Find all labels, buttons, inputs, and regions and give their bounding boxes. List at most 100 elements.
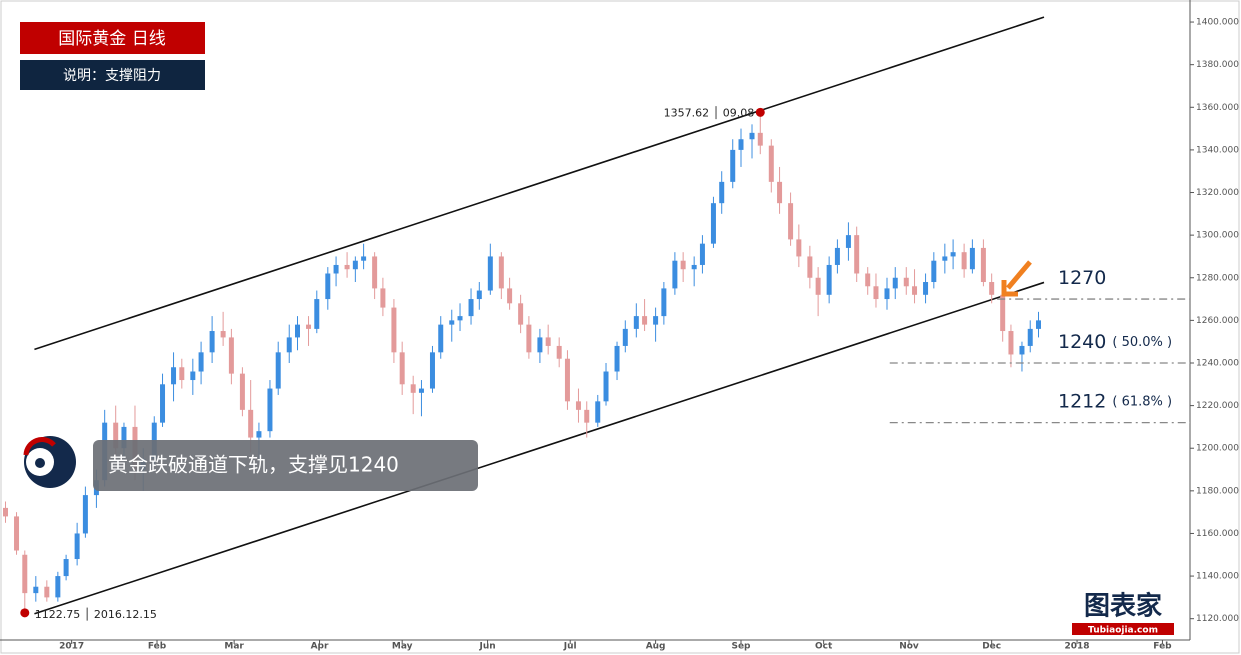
x-tick-label: Dec — [982, 642, 1001, 652]
point-marker — [20, 608, 30, 618]
candle-body — [961, 252, 967, 270]
candle-body — [796, 239, 802, 257]
candle-body — [719, 181, 725, 204]
candle-body — [653, 316, 659, 325]
candle-body — [275, 352, 281, 389]
level-label: 1270 — [1058, 267, 1106, 289]
y-tick-label: 1220.000 — [1196, 401, 1239, 411]
x-tick-label: Apr — [311, 642, 329, 652]
chart-title: 国际黄金 日线 — [58, 29, 165, 49]
subtitle-box — [20, 60, 205, 90]
y-tick-label: 1320.000 — [1196, 188, 1239, 198]
level-note: ( 61.8% ) — [1112, 394, 1172, 409]
channel-line — [34, 281, 1045, 615]
candle-body — [33, 586, 39, 594]
candle-body — [209, 331, 215, 353]
candle-body — [1019, 345, 1025, 355]
candle-body — [160, 384, 166, 423]
point-marker — [755, 107, 765, 117]
candle-body — [564, 358, 570, 402]
x-tick-label: Jul — [563, 642, 577, 652]
y-tick-label: 1300.000 — [1196, 231, 1239, 241]
y-tick-label: 1380.000 — [1196, 60, 1239, 70]
point-label: 1357.62 │ 09.08 — [664, 105, 755, 119]
candle-body — [82, 495, 88, 534]
candle-body — [575, 401, 581, 410]
candle-body — [807, 256, 813, 278]
candle-body — [518, 303, 524, 325]
candle-body — [239, 373, 245, 410]
candle-body — [438, 324, 444, 353]
candle-body — [768, 145, 774, 182]
candle-body — [980, 247, 986, 283]
chart-subtitle: 说明：支撑阻力 — [63, 68, 161, 84]
candle-body — [399, 352, 405, 385]
candle-body — [3, 507, 9, 517]
callout-box — [93, 440, 478, 491]
candle-body — [603, 371, 609, 402]
channel-line — [34, 16, 1045, 351]
candle-body — [74, 533, 80, 560]
y-tick-label: 1360.000 — [1196, 103, 1239, 113]
candle-body — [777, 181, 783, 204]
candle-body — [642, 316, 648, 325]
y-tick-label: 1120.000 — [1196, 614, 1239, 624]
candle-body — [691, 264, 697, 270]
candle-body — [22, 554, 28, 594]
candle-body — [418, 388, 424, 393]
candle-body — [622, 328, 628, 346]
y-tick-label: 1280.000 — [1196, 273, 1239, 283]
candle-body — [730, 149, 736, 182]
candle-body — [845, 235, 851, 248]
candle-body — [903, 277, 909, 287]
candle-body — [190, 371, 196, 381]
y-tick-label: 1260.000 — [1196, 316, 1239, 326]
level-label: 1212 ( 61.8% ) — [1058, 390, 1172, 412]
candle-body — [931, 260, 937, 283]
head-icon — [23, 436, 76, 488]
candle-body — [873, 286, 879, 300]
logo-bar — [1072, 623, 1174, 635]
candle-body — [788, 203, 794, 240]
candle-body — [815, 277, 821, 295]
candle-body — [854, 235, 860, 274]
y-tick-label: 1180.000 — [1196, 486, 1239, 496]
level-label: 1240 ( 50.0% ) — [1058, 330, 1172, 352]
x-tick-label: Feb — [148, 642, 167, 652]
candle-body — [391, 307, 397, 353]
candle-body — [950, 252, 956, 257]
candle-body — [680, 260, 686, 270]
candle-body — [1027, 328, 1033, 346]
candle-body — [63, 559, 69, 577]
candle-body — [989, 282, 995, 295]
candle-body — [457, 316, 463, 321]
candle-body — [295, 324, 300, 338]
title-box — [20, 22, 205, 54]
candle-body — [969, 247, 975, 270]
candle-body — [507, 288, 513, 304]
candle-body — [942, 256, 948, 261]
x-tick-label: Oct — [815, 642, 833, 652]
point-label: 1122.75 │ 2016.12.15 — [35, 607, 157, 621]
logo-name: 图表家 — [1084, 591, 1162, 622]
level-note: ( 50.0% ) — [1112, 334, 1172, 349]
x-tick-label: Feb — [1153, 642, 1172, 652]
candle-body — [498, 256, 504, 289]
candle-body — [14, 516, 20, 551]
candle-body — [248, 409, 254, 438]
candle-body — [487, 256, 493, 291]
candle-body — [228, 337, 234, 374]
x-tick-label: Nov — [899, 642, 919, 652]
candle-body — [738, 139, 744, 150]
x-tick-label: 2017 — [59, 642, 84, 652]
candle-body — [595, 401, 601, 423]
candle-body — [1008, 331, 1014, 355]
candle-body — [614, 345, 620, 372]
x-tick-label: 2018 — [1065, 642, 1090, 652]
candle-body — [892, 277, 898, 289]
plot: 1120.000 1140.000 1160.000 1180.000 1200.000… — [3, 16, 1239, 652]
candle-body — [198, 352, 204, 372]
candle-body — [699, 243, 705, 265]
x-tick-label: Sep — [731, 642, 751, 652]
